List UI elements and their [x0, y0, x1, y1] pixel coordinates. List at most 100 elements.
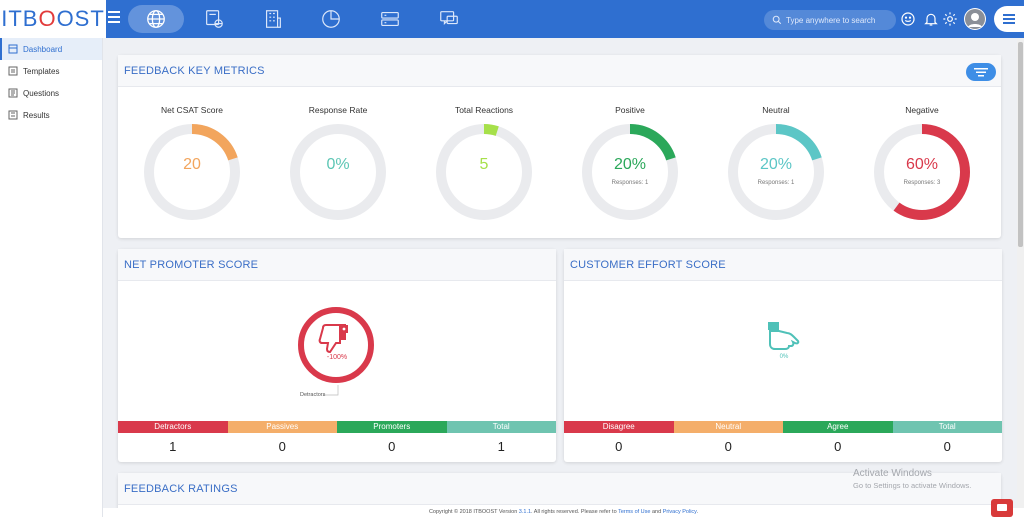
ring-fill [582, 124, 678, 220]
callout-line [323, 385, 339, 396]
nps-legend-passives: Passives [227, 421, 337, 433]
gear-icon[interactable] [942, 11, 958, 27]
watermark-line-2: Go to Settings to activate Windows. [853, 481, 972, 490]
ring-gauge [874, 124, 970, 220]
metric-label: Neutral [726, 105, 826, 115]
user-avatar[interactable] [964, 8, 986, 30]
drive-globe-icon [206, 10, 223, 28]
footer-end: . [696, 509, 699, 515]
menu-icon [1003, 14, 1015, 24]
filter-button[interactable] [966, 63, 996, 81]
nps-score-value: -100% [326, 354, 348, 361]
ring-gauge [728, 124, 824, 220]
server-icon [381, 11, 399, 27]
nav-reports-button[interactable] [303, 5, 359, 33]
ces-legend-disagree: Disagree [564, 421, 674, 433]
metric-label: Positive [580, 105, 680, 115]
main-menu-button[interactable] [994, 6, 1024, 32]
logo-text: ITBOOST [1, 6, 105, 31]
ces-value-total: 0 [943, 439, 951, 454]
ces-value-disagree: 0 [615, 439, 623, 454]
footer-prefix: Copyright © 2018 ITBOOST Version [428, 509, 519, 515]
metric-label: Negative [872, 105, 972, 115]
questions-icon [8, 88, 18, 98]
metric-ring: 0% [289, 123, 387, 221]
terms-link[interactable]: Terms of Use [618, 509, 651, 515]
metric-value: 5 [479, 156, 489, 173]
sidebar-item-templates[interactable]: Templates [0, 60, 102, 82]
nps-legend-strip: Detractors Passives Promoters Total [118, 421, 556, 433]
ces-legend-total: Total [892, 421, 1002, 433]
customer-effort-score-card: CUSTOMER EFFORT SCORE 0% Disagree Neutral… [564, 249, 1002, 462]
footer-middle: . All rights reserved. Please refer to [531, 509, 619, 515]
metric-label: Response Rate [288, 105, 388, 115]
top-bar: ITBOOST [0, 0, 1024, 38]
ces-values-row: 0 0 0 0 [564, 439, 1002, 454]
nav-server-button[interactable] [362, 5, 418, 33]
chat-icon [997, 504, 1007, 511]
sidebar-item-dashboard[interactable]: Dashboard [0, 38, 102, 60]
nps-legend-total: Total [446, 421, 556, 433]
user-silhouette-icon [965, 9, 985, 29]
footer: Copyright © 2018 ITBOOST Version 3.1.1. … [103, 508, 1024, 517]
thumbs-down-badge-dot [342, 327, 346, 331]
ces-value-agree: 0 [834, 439, 842, 454]
sidebar: Dashboard Templates Questions Results [0, 38, 103, 517]
sidebar-item-results[interactable]: Results [0, 104, 102, 126]
sidebar-toggle-icon[interactable] [108, 11, 120, 25]
hand-effort-icon [768, 322, 800, 350]
nps-legend-promoters: Promoters [337, 421, 447, 433]
templates-icon [8, 66, 18, 76]
dashboard-icon [8, 44, 18, 54]
ces-legend-agree: Agree [783, 421, 893, 433]
metric-ring: 20% Responses: 1 [727, 123, 825, 221]
ring-gauge [582, 124, 678, 220]
ring-track [290, 124, 386, 220]
nav-building-button[interactable] [245, 5, 301, 33]
metric-value: 20% [759, 156, 793, 173]
itboost-logo[interactable]: ITBOOST [0, 0, 106, 38]
metric-label-text: Neutral [762, 105, 790, 115]
smiley-icon[interactable] [900, 11, 916, 27]
feedback-ratings-card: FEEDBACK RATINGS [118, 473, 1001, 513]
metric-ring: 20% Responses: 1 [581, 123, 679, 221]
nav-globe-button[interactable] [128, 5, 184, 33]
privacy-link[interactable]: Privacy Policy [662, 509, 697, 515]
search-input[interactable] [786, 15, 886, 25]
activate-windows-watermark: Activate Windows Go to Settings to activ… [853, 468, 971, 490]
sidebar-item-label: Results [23, 110, 50, 120]
sidebar-item-label: Questions [23, 88, 60, 98]
ces-legend-neutral: Neutral [673, 421, 783, 433]
nav-feedback-button[interactable] [421, 5, 477, 33]
nps-legend-detractors: Detractors [118, 421, 228, 433]
page-scrollbar[interactable] [1017, 38, 1024, 508]
ces-score-value: 0% [779, 354, 789, 360]
pie-chart-icon [322, 10, 340, 28]
search-box[interactable] [764, 10, 896, 30]
metric-sub: Responses: 1 [611, 180, 649, 186]
nps-value-detractors: 1 [169, 439, 177, 454]
card-title: FEEDBACK RATINGS [118, 473, 1001, 505]
card-title: CUSTOMER EFFORT SCORE [564, 249, 1002, 281]
metric-ring: 60% Responses: 3 [873, 123, 971, 221]
nav-drive-button[interactable] [186, 5, 242, 33]
metric-label-text: Negative [905, 105, 939, 115]
chat-widget-button[interactable] [991, 499, 1013, 517]
sidebar-item-label: Dashboard [23, 44, 63, 54]
ring-fill [436, 124, 532, 220]
metric-value: 20% [613, 156, 647, 173]
nps-value-promoters: 0 [388, 439, 396, 454]
ces-legend-strip: Disagree Neutral Agree Total [564, 421, 1002, 433]
results-icon [8, 110, 18, 120]
watermark-line-1: Activate Windows [853, 468, 932, 479]
search-icon [772, 15, 782, 25]
card-title: NET PROMOTER SCORE [118, 249, 556, 281]
sidebar-item-questions[interactable]: Questions [0, 82, 102, 104]
chat-bubbles-icon [440, 11, 458, 26]
nps-value-total: 1 [497, 439, 505, 454]
metric-sub: Responses: 3 [903, 180, 941, 186]
bell-icon[interactable] [923, 11, 939, 27]
feedback-key-metrics-card: FEEDBACK KEY METRICS Net CSAT Score 20 Res… [118, 55, 1001, 238]
filter-lines-icon [974, 67, 988, 76]
version-link[interactable]: 3.1.1 [518, 509, 532, 515]
